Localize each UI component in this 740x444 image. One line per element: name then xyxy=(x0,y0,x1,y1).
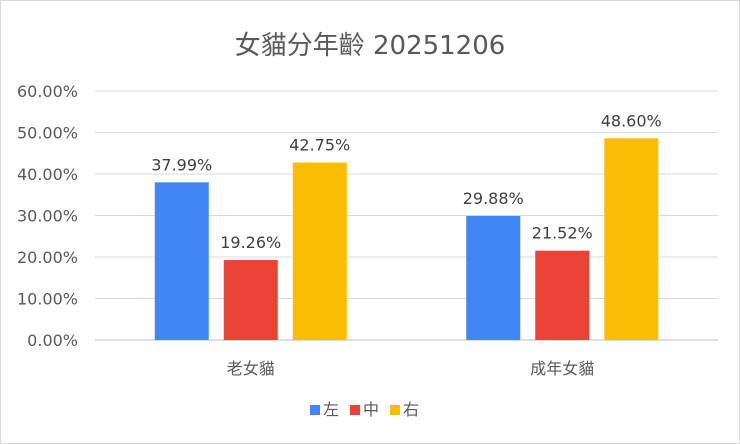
y-axis-tick-labels: 0.00% 10.00% 20.00% 30.00% 40.00% 50.00% 60.00… xyxy=(17,82,78,350)
data-label: 21.52% xyxy=(532,224,593,243)
legend-label: 左 xyxy=(323,400,339,419)
bar-中-老女貓 xyxy=(223,260,278,340)
legend-label: 右 xyxy=(403,400,419,419)
data-label: 42.75% xyxy=(289,136,350,155)
y-tick-label: 50.00% xyxy=(17,124,78,143)
bar-左-成年女貓 xyxy=(466,215,521,340)
y-tick-label: 10.00% xyxy=(17,290,78,309)
bar-series xyxy=(154,138,659,340)
bar-左-老女貓 xyxy=(154,182,209,340)
legend-swatch-中 xyxy=(350,405,360,415)
legend-swatch-右 xyxy=(390,405,400,415)
data-label: 37.99% xyxy=(151,155,212,174)
y-tick-label: 20.00% xyxy=(17,248,78,267)
chart-title: 女貓分年齡 20251206 xyxy=(235,31,506,61)
y-tick-label: 40.00% xyxy=(17,165,78,184)
y-tick-label: 0.00% xyxy=(27,331,78,350)
data-label: 48.60% xyxy=(601,111,662,130)
x-axis-category-labels: 老女貓 成年女貓 xyxy=(227,359,595,378)
data-labels: 37.99% 19.26% 42.75% 29.88% 21.52% 48.60% xyxy=(151,111,662,252)
category-label: 老女貓 xyxy=(227,359,275,378)
bar-右-老女貓 xyxy=(292,162,347,340)
category-label: 成年女貓 xyxy=(530,359,594,378)
data-label: 19.26% xyxy=(220,233,281,252)
y-tick-label: 60.00% xyxy=(17,82,78,101)
bar-中-成年女貓 xyxy=(535,250,590,340)
legend: 左中右 xyxy=(310,400,419,419)
y-tick-label: 30.00% xyxy=(17,207,78,226)
legend-label: 中 xyxy=(363,400,379,419)
legend-swatch-左 xyxy=(310,405,320,415)
bar-右-成年女貓 xyxy=(604,138,659,340)
data-label: 29.88% xyxy=(463,189,524,208)
